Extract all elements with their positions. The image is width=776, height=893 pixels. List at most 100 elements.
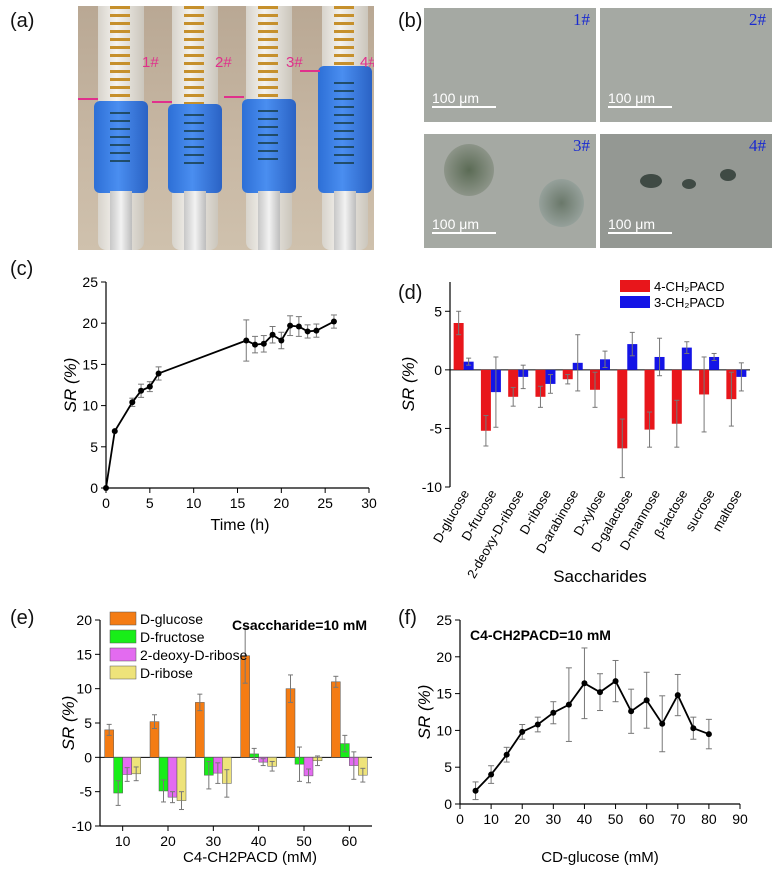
data-point: [330, 318, 337, 325]
data-point: [287, 322, 294, 329]
x-tick-label: 80: [701, 811, 717, 827]
bar: [331, 681, 341, 758]
scale-bar: [432, 232, 496, 234]
y-axis-label: SR (%): [61, 358, 80, 413]
micrograph-number: 3#: [573, 136, 590, 155]
y-axis-label: SR (%): [415, 685, 434, 740]
panel-label-a: (a): [10, 10, 35, 32]
x-tick-label: 10: [186, 495, 202, 511]
annotation: Csaccharide=10 mM: [232, 617, 367, 633]
x-tick-label: 0: [456, 811, 464, 827]
legend-swatch: [109, 647, 137, 662]
x-tick-label: 90: [732, 811, 748, 827]
bar: [681, 347, 692, 370]
legend-swatch: [109, 665, 137, 680]
x-tick-label: 30: [206, 833, 222, 849]
micrograph-1: 1# 100 μm: [424, 8, 596, 122]
y-tick-label: 15: [76, 646, 92, 662]
data-point: [488, 771, 495, 778]
y-tick-label: 0: [84, 749, 92, 765]
data-point: [103, 485, 109, 491]
x-tick-label: 10: [483, 811, 499, 827]
tube-label: 1#: [142, 54, 159, 71]
scale-bar-label: 100 μm: [432, 90, 479, 106]
legend-swatch: [109, 629, 137, 644]
panel-label-f: (f): [398, 607, 417, 629]
y-tick-label: 0: [444, 796, 452, 812]
data-point: [313, 327, 320, 334]
data-point: [674, 692, 681, 699]
legend-label: 2-deoxy-D-ribose: [140, 647, 248, 663]
level-mark: [300, 70, 320, 72]
scale-bar: [608, 106, 672, 108]
tubes-photo: 1# 2# 3# 4#: [78, 6, 374, 250]
bar: [617, 369, 628, 449]
y-tick-label: 25: [436, 612, 452, 628]
legend-swatch: [620, 296, 650, 308]
data-point: [111, 428, 118, 435]
data-point: [155, 370, 162, 377]
x-tick-label: 10: [115, 833, 131, 849]
micrograph-number: 2#: [749, 10, 766, 29]
y-tick-label: 15: [82, 356, 98, 372]
chart-e: -10 -5 0 5 10 15 20 10 20 30 40 50 60 C4-CH2PACD (mM)…: [59, 611, 372, 866]
data-point: [295, 323, 302, 330]
x-axis-label: CD-glucose (mM): [541, 849, 659, 866]
bar: [535, 369, 546, 397]
legend-label: 4-CH₂PACD: [654, 279, 725, 294]
x-tick-label: 40: [577, 811, 593, 827]
y-tick-label: 5: [444, 759, 452, 775]
y-tick-label: 5: [90, 439, 98, 455]
data-point: [472, 787, 479, 794]
level-mark: [78, 98, 98, 100]
data-point: [503, 751, 510, 758]
x-tick-label: 25: [317, 495, 333, 511]
y-tick-label: 10: [76, 681, 92, 697]
y-tick-label: 20: [82, 315, 98, 331]
scale-bar: [432, 106, 496, 108]
panel-label-d: (d): [398, 282, 423, 304]
x-tick-label: 70: [670, 811, 686, 827]
x-tick-label: 30: [361, 495, 377, 511]
data-point: [260, 340, 267, 347]
data-point: [705, 731, 712, 738]
panel-label-c: (c): [10, 258, 34, 280]
y-tick-label: 0: [90, 480, 98, 496]
data-point: [138, 387, 145, 394]
x-tick-label: 30: [546, 811, 562, 827]
x-tick-label: 15: [230, 495, 246, 511]
micrograph-3: 3# 100 μm: [424, 134, 596, 248]
x-tick-label: 40: [251, 833, 267, 849]
legend-label: 3-CH₂PACD: [654, 295, 725, 310]
micrograph-2: 2# 100 μm: [600, 8, 772, 122]
y-tick-label: -10: [422, 479, 442, 495]
y-tick-label: 5: [434, 303, 442, 319]
series-line: [474, 679, 710, 792]
annotation: C4-CH2PACD=10 mM: [470, 627, 611, 643]
x-tick-label: 60: [639, 811, 655, 827]
data-point: [304, 328, 311, 335]
data-point: [269, 331, 276, 338]
data-point: [659, 720, 666, 727]
panel-label-e: (e): [10, 607, 35, 629]
data-point: [519, 728, 526, 735]
tube-label: 4#: [360, 54, 374, 71]
data-point: [146, 383, 153, 390]
bar: [453, 323, 464, 370]
scale-bar: [608, 232, 672, 234]
legend-swatch: [620, 280, 650, 292]
y-tick-label: -5: [430, 420, 443, 436]
y-axis-label: SR (%): [59, 696, 78, 751]
legend-label: D-fructose: [140, 629, 205, 645]
x-axis-label: Saccharides: [553, 567, 647, 586]
data-point: [129, 399, 136, 406]
legend-swatch: [109, 611, 137, 626]
data-point: [612, 678, 619, 685]
x-axis-label: Time (h): [211, 517, 270, 534]
y-tick-label: 15: [436, 686, 452, 702]
chart-f: 0 5 10 15 20 25 0 10 20 30 40 50 60 70 80 90 CD-glucose …: [415, 612, 748, 866]
data-point: [643, 697, 650, 704]
level-mark: [224, 96, 244, 98]
y-tick-label: -10: [72, 818, 92, 834]
legend-label: D-ribose: [140, 665, 193, 681]
